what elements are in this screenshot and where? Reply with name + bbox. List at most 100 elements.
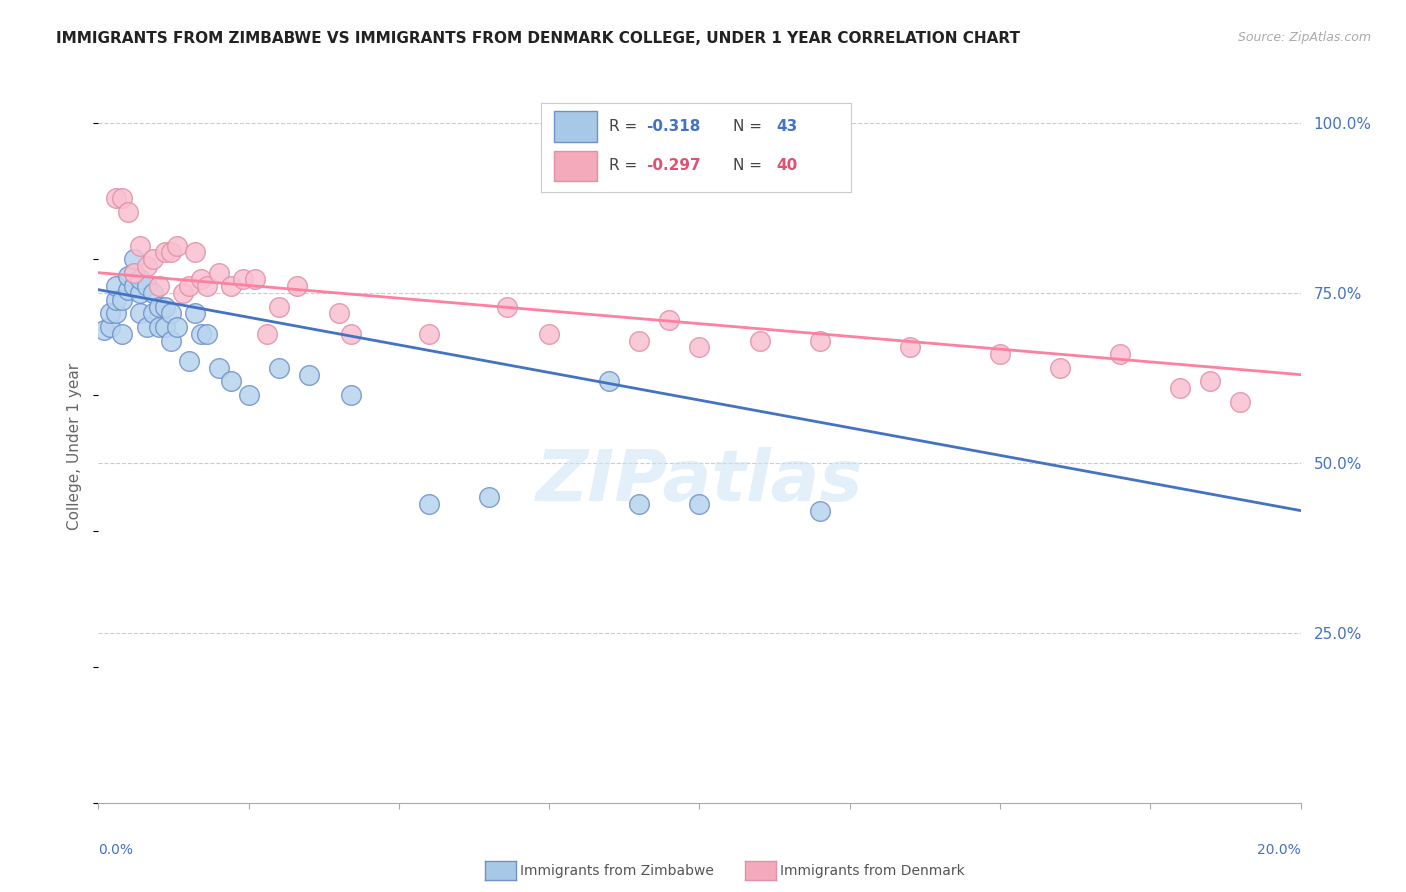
Text: IMMIGRANTS FROM ZIMBABWE VS IMMIGRANTS FROM DENMARK COLLEGE, UNDER 1 YEAR CORREL: IMMIGRANTS FROM ZIMBABWE VS IMMIGRANTS F… [56,31,1021,46]
Point [748,334,770,348]
Text: 43: 43 [776,120,797,134]
Point [124,266,146,280]
Point [183,306,205,320]
Text: R =: R = [609,120,643,134]
Point [111,293,134,307]
Point [129,306,152,320]
Text: R =: R = [609,159,643,173]
Point [219,375,242,389]
Point [159,306,181,320]
Point [658,313,681,327]
Text: Source: ZipAtlas.com: Source: ZipAtlas.com [1237,31,1371,45]
Point [195,326,218,341]
Point [100,306,122,320]
Point [208,360,231,375]
Point [628,334,651,348]
Point [898,341,921,355]
Point [340,388,363,402]
Point [141,286,163,301]
Point [129,272,152,286]
Point [598,375,620,389]
Point [124,279,146,293]
Text: 20.0%: 20.0% [1257,843,1301,857]
Text: N =: N = [733,120,766,134]
Text: Immigrants from Denmark: Immigrants from Denmark [780,863,965,878]
Text: 0.0%: 0.0% [98,843,134,857]
Point [100,320,122,334]
Point [689,497,711,511]
Point [808,334,831,348]
Point [208,266,231,280]
Point [129,286,152,301]
Point [105,279,128,293]
Text: -0.318: -0.318 [647,120,700,134]
Point [141,306,163,320]
Point [1170,381,1192,395]
Point [124,266,146,280]
Point [298,368,321,382]
Point [285,279,308,293]
Point [159,245,181,260]
Point [1109,347,1132,361]
Point [418,326,440,341]
Point [988,347,1011,361]
Point [148,300,170,314]
Point [135,320,157,334]
Point [1199,375,1222,389]
Text: Immigrants from Zimbabwe: Immigrants from Zimbabwe [520,863,714,878]
Point [808,503,831,517]
Point [496,300,519,314]
Point [153,245,176,260]
Point [190,326,212,341]
Point [1049,360,1071,375]
Point [328,306,350,320]
Point [418,497,440,511]
Point [689,341,711,355]
Bar [554,151,598,181]
Point [111,326,134,341]
Point [1229,394,1251,409]
Point [195,279,218,293]
Point [166,238,188,252]
Point [135,259,157,273]
Point [267,360,290,375]
Text: -0.297: -0.297 [647,159,702,173]
Point [117,269,139,284]
Point [256,326,278,341]
Point [105,306,128,320]
Point [267,300,290,314]
Point [124,252,146,266]
Point [232,272,254,286]
Point [141,252,163,266]
Point [538,326,561,341]
Point [238,388,260,402]
Y-axis label: College, Under 1 year: College, Under 1 year [67,362,83,530]
Point [117,283,139,297]
Point [183,245,205,260]
Point [172,286,194,301]
Point [243,272,266,286]
Point [148,320,170,334]
Point [153,300,176,314]
Point [177,354,200,368]
Point [111,191,134,205]
Bar [554,112,598,142]
Point [105,293,128,307]
Point [129,238,152,252]
Point [135,279,157,293]
Point [219,279,242,293]
Text: ZIPatlas: ZIPatlas [536,447,863,516]
Text: N =: N = [733,159,766,173]
Point [93,323,115,337]
Point [159,334,181,348]
Text: 40: 40 [776,159,797,173]
Point [628,497,651,511]
Point [166,320,188,334]
Point [478,490,501,504]
Point [190,272,212,286]
Point [340,326,363,341]
Point [177,279,200,293]
Point [153,320,176,334]
Point [105,191,128,205]
Point [148,279,170,293]
